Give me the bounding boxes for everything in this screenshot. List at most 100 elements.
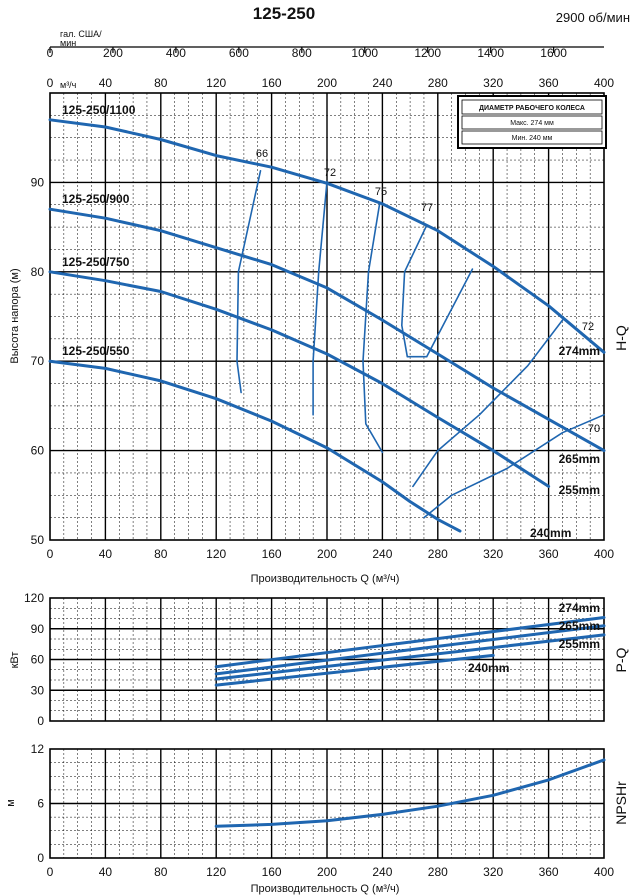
speed-label: 2900 об/мин	[556, 10, 630, 25]
efficiency-contour-5	[412, 319, 564, 488]
hq-x-tick-320: 320	[483, 547, 503, 561]
npsh-x-tick-320: 320	[483, 865, 503, 879]
hq-end-label-265mm: 265mm	[559, 452, 600, 466]
hq-panel: 50 60 70 80 90 0 40 80 120 160 200 240 280 320 360 400 П…	[9, 92, 629, 585]
m3h-top-tick-200: 200	[317, 76, 337, 90]
pq-y-tick-120: 120	[24, 591, 44, 605]
legend-header-cell	[461, 99, 603, 115]
hq-curve-name-4: 125-250/550	[62, 344, 130, 358]
npsh-x-tick-360: 360	[539, 865, 559, 879]
npsh-curve	[214, 758, 606, 828]
efficiency-contour-2	[312, 180, 328, 416]
legend-max: Макс. 274 мм	[510, 120, 554, 127]
efficiency-label-1: 66	[256, 148, 268, 160]
legend-min-cell	[461, 130, 603, 145]
efficiency-contour-1	[236, 170, 262, 394]
m3h-top-tick-320: 320	[483, 76, 503, 90]
gpm-unit-line2: мин	[60, 38, 76, 48]
hq-curve-265mm	[48, 207, 606, 453]
pq-y-tick-30: 30	[31, 683, 45, 697]
npsh-y-tick-0: 0	[37, 851, 44, 865]
npsh-y-tick-6: 6	[37, 797, 44, 811]
hq-curve-name-2: 125-250/900	[62, 192, 130, 206]
npsh-x-tick-400: 400	[594, 865, 614, 879]
npsh-x-tick-280: 280	[428, 865, 448, 879]
efficiency-contour-3	[362, 203, 384, 454]
pq-panel-label: P-Q	[613, 647, 629, 672]
npsh-x-tick-120: 120	[206, 865, 226, 879]
pq-curve-255mm	[214, 633, 606, 681]
pq-y-axis-label: кВт	[9, 652, 21, 669]
plot-frame	[49, 92, 605, 541]
m3h-top-tick-360: 360	[539, 76, 559, 90]
hq-y-tick-60: 60	[31, 444, 45, 458]
gpm-tick-1600: 1600	[540, 46, 567, 60]
hq-x-tick-200: 200	[317, 547, 337, 561]
npsh-y-axis-label: м	[5, 799, 17, 807]
m3h-top-tick-40: 40	[99, 76, 113, 90]
hq-curve-name-3: 125-250/750	[62, 255, 130, 269]
hq-x-tick-0: 0	[47, 547, 54, 561]
efficiency-label-2: 72	[324, 167, 336, 179]
gpm-tick-1400: 1400	[477, 46, 504, 60]
npsh-y-tick-12: 12	[31, 742, 45, 756]
npsh-x-tick-40: 40	[99, 865, 113, 879]
gpm-unit-line1: гал. США/	[60, 29, 102, 39]
gpm-tick-0: 0	[47, 46, 54, 60]
gpm-tick-400: 400	[166, 46, 186, 60]
efficiency-label-3: 75	[375, 186, 387, 198]
gpm-axis: гал. США/ мин 0 200 400 600 800 1000 1200 1400 1…	[47, 29, 604, 60]
legend-heading: ДИАМЕТР РАБОЧЕГО КОЛЕСА	[479, 105, 585, 112]
hq-x-tick-280: 280	[428, 547, 448, 561]
hq-end-label-274mm: 274mm	[559, 344, 600, 358]
gpm-tick-1200: 1200	[414, 46, 441, 60]
pq-y-tick-90: 90	[31, 622, 45, 636]
npsh-x-tick-80: 80	[154, 865, 168, 879]
gpm-tick-1000: 1000	[351, 46, 378, 60]
npsh-x-axis-label: Производительность Q (м³/ч)	[251, 883, 400, 895]
gpm-tick-200: 200	[103, 46, 123, 60]
efficiency-label-6: 70	[588, 423, 600, 435]
hq-x-tick-400: 400	[594, 547, 614, 561]
m3h-top-tick-0: 0	[47, 76, 54, 90]
hq-x-tick-360: 360	[539, 547, 559, 561]
hq-y-tick-80: 80	[31, 265, 45, 279]
m3h-top-tick-400: 400	[594, 76, 614, 90]
legend-max-cell	[461, 115, 603, 130]
hq-end-label-255mm: 255mm	[559, 483, 600, 497]
pq-y-tick-0: 0	[37, 714, 44, 728]
efficiency-contour-6	[423, 414, 605, 519]
pq-label-240mm: 240mm	[468, 661, 509, 675]
hq-curve-255mm	[48, 270, 551, 488]
hq-x-tick-120: 120	[206, 547, 226, 561]
impeller-legend: ДИАМЕТР РАБОЧЕГО КОЛЕСА Макс. 274 мм Мин…	[457, 95, 607, 149]
pq-curve-274mm	[214, 616, 606, 669]
chart-title: 125-250	[253, 4, 315, 23]
gpm-tick-800: 800	[292, 46, 312, 60]
hq-x-tick-80: 80	[154, 547, 168, 561]
gpm-tick-600: 600	[229, 46, 249, 60]
hq-curve-274mm	[48, 118, 606, 354]
hq-x-axis-label: Производительность Q (м³/ч)	[251, 573, 400, 585]
pq-label-265mm: 265mm	[559, 619, 600, 633]
npsh-x-tick-240: 240	[372, 865, 392, 879]
pq-curve-265mm	[214, 624, 606, 676]
pq-label-255mm: 255mm	[559, 637, 600, 651]
efficiency-label-4: 77	[421, 202, 433, 214]
hq-end-label-240mm: 240mm	[530, 526, 571, 540]
pq-curve-240mm	[214, 653, 495, 687]
hq-curve-240mm	[48, 359, 462, 533]
efficiency-label-5: 72	[582, 321, 594, 333]
npsh-x-tick-200: 200	[317, 865, 337, 879]
efficiency-contour-4	[401, 224, 474, 358]
npsh-x-tick-160: 160	[262, 865, 282, 879]
pq-panel: 0 30 60 90 120 кВт P-Q 274mm 265mm 255mm 240mm	[9, 591, 629, 728]
hq-y-tick-50: 50	[31, 533, 45, 547]
legend-min: Мин. 240 мм	[512, 135, 553, 142]
m3h-top-tick-280: 280	[428, 76, 448, 90]
m3h-top-unit: м³/ч	[60, 80, 77, 90]
hq-y-tick-70: 70	[31, 354, 45, 368]
m3h-top-tick-120: 120	[206, 76, 226, 90]
